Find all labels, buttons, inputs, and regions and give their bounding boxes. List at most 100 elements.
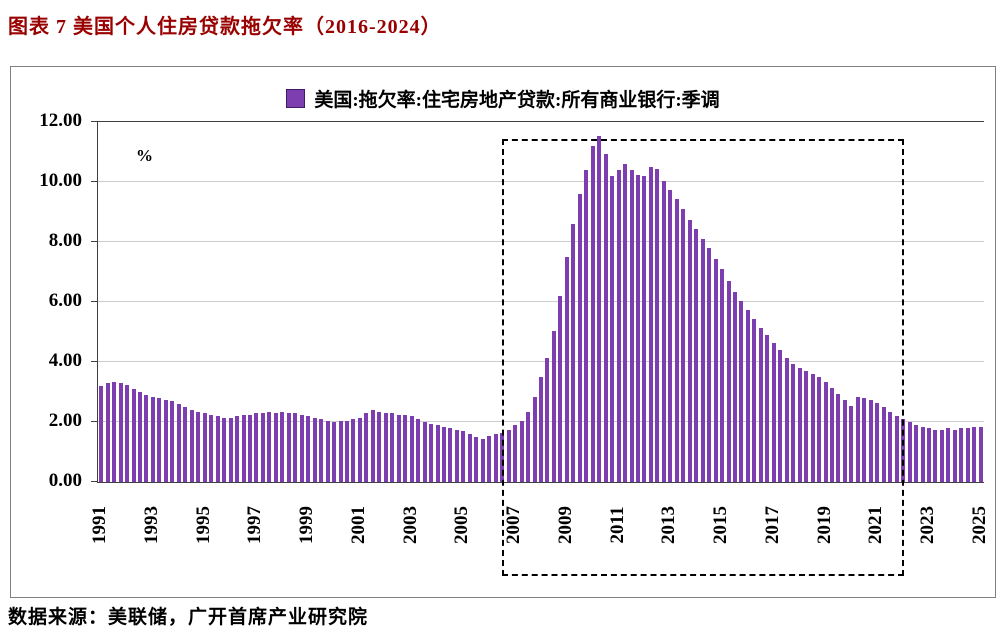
- bar: [616, 170, 621, 482]
- gridline: [98, 241, 984, 242]
- bar: [771, 342, 776, 482]
- bar: [118, 383, 123, 482]
- chart-legend: 美国:拖欠率:住宅房地产贷款:所有商业银行:季调: [11, 85, 995, 112]
- bar: [875, 402, 880, 482]
- bar: [784, 357, 789, 482]
- y-axis-tick: [91, 181, 97, 182]
- bar: [959, 428, 964, 482]
- x-axis-label: 2003: [399, 506, 421, 544]
- bar: [467, 434, 472, 482]
- gridline: [98, 181, 984, 182]
- bar: [461, 431, 466, 482]
- x-axis-label: 1991: [89, 506, 111, 544]
- y-axis-unit-label: %: [136, 146, 153, 165]
- bar: [849, 405, 854, 482]
- bar: [189, 410, 194, 482]
- bar: [416, 419, 421, 482]
- bar: [448, 428, 453, 482]
- bar: [454, 429, 459, 482]
- x-axis-label: 1997: [244, 506, 266, 544]
- bar: [131, 389, 136, 482]
- bar: [577, 194, 582, 482]
- bar: [196, 411, 201, 482]
- bar: [823, 381, 828, 482]
- bar: [623, 164, 628, 482]
- bar: [377, 411, 382, 482]
- bar: [112, 381, 117, 482]
- bar: [383, 413, 388, 482]
- bar: [551, 330, 556, 482]
- bar: [920, 426, 925, 482]
- bar: [506, 429, 511, 482]
- x-axis-label: 1993: [140, 506, 162, 544]
- y-axis-tick: [91, 301, 97, 302]
- bar: [202, 413, 207, 482]
- bar: [260, 413, 265, 482]
- bar: [293, 413, 298, 482]
- bar: [390, 413, 395, 482]
- bar: [241, 414, 246, 482]
- bar: [538, 377, 543, 482]
- bar: [312, 417, 317, 482]
- bar: [965, 428, 970, 482]
- bar: [590, 146, 595, 482]
- bar: [952, 429, 957, 482]
- bar: [687, 219, 692, 482]
- bar: [325, 420, 330, 482]
- bar: [338, 420, 343, 482]
- bar: [299, 414, 304, 482]
- page-title: 图表 7 美国个人住房贷款拖欠率（2016-2024）: [8, 16, 442, 38]
- bar: [720, 269, 725, 482]
- bar: [745, 309, 750, 482]
- bar: [396, 414, 401, 482]
- bar: [868, 399, 873, 482]
- bar: [319, 419, 324, 482]
- bar: [648, 167, 653, 482]
- bar: [105, 383, 110, 482]
- y-axis-tick: [91, 241, 97, 242]
- bar: [545, 357, 550, 482]
- bar: [487, 435, 492, 482]
- bar: [765, 335, 770, 482]
- bar: [493, 434, 498, 482]
- bar: [758, 327, 763, 482]
- bar: [150, 396, 155, 482]
- bar: [597, 135, 602, 482]
- bar: [163, 399, 168, 482]
- bar: [700, 239, 705, 482]
- bar: [176, 404, 181, 482]
- bar: [138, 392, 143, 482]
- bar: [836, 393, 841, 482]
- bar: [830, 387, 835, 482]
- bar: [170, 401, 175, 482]
- bar: [752, 318, 757, 482]
- bar: [564, 257, 569, 482]
- bar: [571, 224, 576, 482]
- bar: [228, 417, 233, 482]
- bar: [267, 411, 272, 482]
- legend-swatch-icon: [286, 89, 306, 108]
- x-axis-label: 2023: [917, 506, 939, 544]
- bar: [532, 396, 537, 482]
- chart-container: 美国:拖欠率:住宅房地产贷款:所有商业银行:季调 0.00 2.00 4.00 6.0…: [10, 66, 996, 598]
- x-axis-label: 2001: [347, 506, 369, 544]
- bar: [778, 350, 783, 482]
- y-axis-tick: [91, 421, 97, 422]
- legend-label: 美国:拖欠率:住宅房地产贷款:所有商业银行:季调: [314, 90, 720, 111]
- bar: [306, 416, 311, 482]
- gridline: [98, 301, 984, 302]
- bar: [409, 416, 414, 482]
- bar: [739, 300, 744, 482]
- bar: [894, 416, 899, 482]
- bar: [694, 228, 699, 482]
- y-axis-label: 0.00: [48, 470, 82, 491]
- y-axis-label: 10.00: [39, 170, 82, 191]
- y-axis-tick: [91, 361, 97, 362]
- bar: [558, 296, 563, 482]
- bar: [513, 425, 518, 482]
- bar: [655, 168, 660, 482]
- bar: [584, 170, 589, 482]
- bar: [209, 414, 214, 482]
- bar: [674, 198, 679, 482]
- bar: [351, 419, 356, 482]
